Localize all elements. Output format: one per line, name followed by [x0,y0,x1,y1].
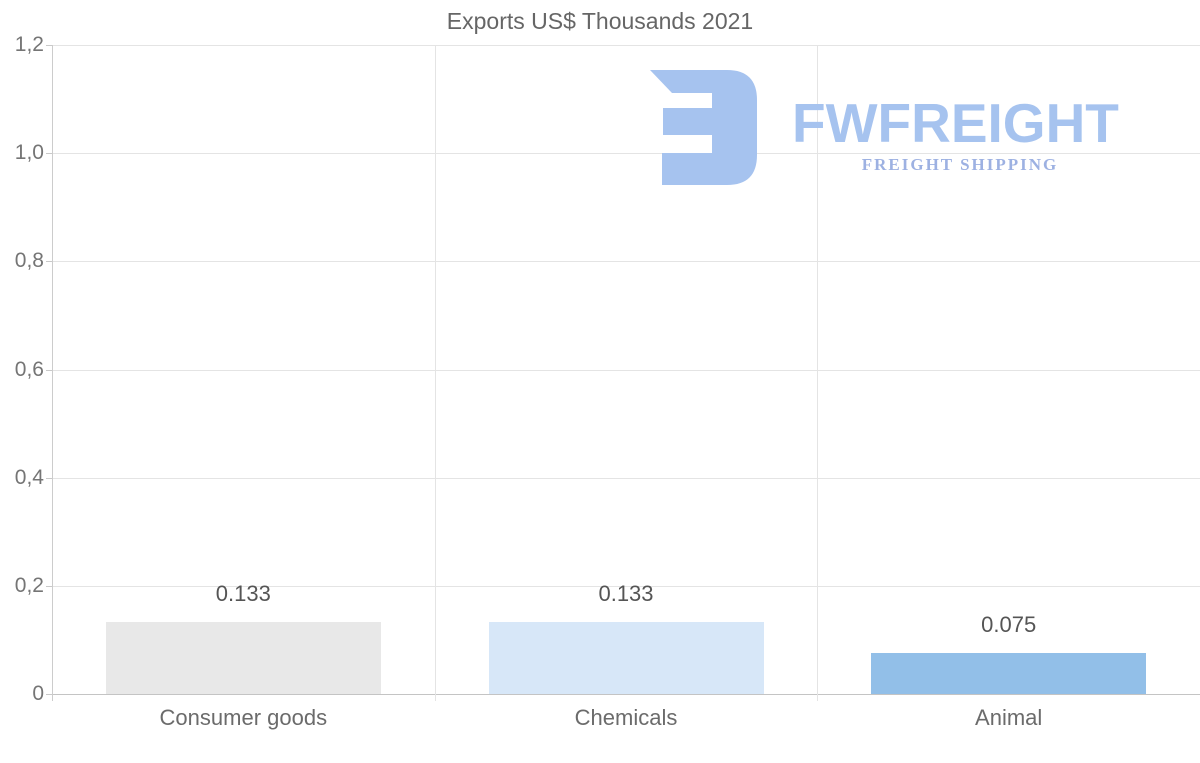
y-tick-label: 1,2 [14,33,44,56]
fwfreight-brand-text: FWFREIGHT [792,92,1119,154]
y-tick-mark [46,45,52,46]
category-label: Animal [975,705,1043,730]
y-tick-mark [46,477,52,479]
gridline [52,153,1200,155]
y-tick-mark [46,694,52,695]
y-tick-mark [46,153,52,155]
value-label: 0.133 [215,581,271,607]
bar [105,622,381,694]
fwfreight-logo-icon [650,70,757,185]
y-axis-line [52,45,53,701]
gridline [52,369,1200,371]
gridline [52,477,1200,479]
gridline [52,45,1200,46]
gridline [52,585,1200,587]
y-tick-label: 0,2 [14,573,44,597]
fwfreight-tagline-text: FREIGHT SHIPPING [861,155,1059,174]
y-tick-label: 1,0 [14,141,44,165]
gridline-vertical [817,45,819,701]
bar [871,653,1147,694]
y-tick-mark [46,369,52,371]
y-tick-mark [46,261,52,263]
chart-title: Exports US$ Thousands 2021 [446,8,754,34]
category-label: Consumer goods [159,705,328,730]
value-label: 0.075 [981,612,1037,638]
y-tick-label: 0,6 [14,357,44,381]
x-axis-line [52,694,1200,695]
value-label: 0.133 [598,581,654,607]
y-tick-label: 0,4 [14,465,44,489]
gridline-vertical [434,45,436,701]
y-tick-label: 0,8 [14,249,44,273]
gridline [52,261,1200,263]
category-label: Chemicals [574,705,678,730]
y-tick-mark [46,585,52,587]
y-tick-label: 0 [32,682,44,705]
bar [488,622,764,694]
